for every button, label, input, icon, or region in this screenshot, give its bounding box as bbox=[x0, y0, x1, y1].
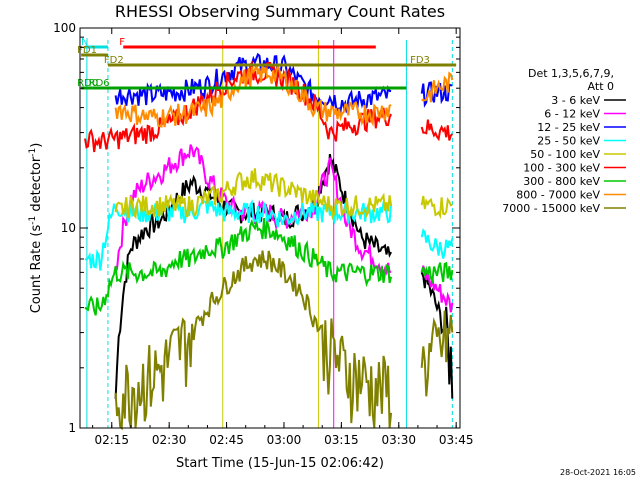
series-line-7 bbox=[421, 71, 454, 103]
x-axis: 02:15 02:30 02:45 03:00 03:15 03:30 03:45 bbox=[92, 28, 474, 447]
legend-title: Att 0 bbox=[588, 80, 614, 93]
flag-label: FD3 bbox=[410, 55, 430, 66]
x-tick-label: 03:15 bbox=[324, 433, 359, 447]
legend-entry-label: 6 - 12 keV bbox=[544, 108, 600, 121]
chart-title: RHESSI Observing Summary Count Rates bbox=[115, 2, 445, 21]
y-tick-label: 1 bbox=[68, 421, 76, 435]
x-tick-label: 02:30 bbox=[152, 433, 187, 447]
flag-label: RD0 bbox=[77, 78, 98, 89]
timestamp: 28-Oct-2021 16:05 bbox=[560, 468, 636, 477]
legend-entry-label: 25 - 50 keV bbox=[537, 135, 600, 148]
legend-entry-label: 800 - 7000 keV bbox=[516, 189, 600, 202]
series-line-4 bbox=[114, 168, 393, 221]
series-line-1 bbox=[420, 265, 454, 313]
series-line-7 bbox=[114, 62, 392, 128]
series-line-3 bbox=[420, 228, 454, 259]
series-line-4 bbox=[420, 195, 453, 220]
flag-label: N bbox=[81, 37, 88, 48]
series-line-5 bbox=[420, 119, 454, 142]
series-line-8 bbox=[420, 310, 454, 397]
series-line-2 bbox=[114, 52, 392, 114]
series-line-0 bbox=[114, 153, 392, 399]
legend-entry-label: 7000 - 15000 keV bbox=[502, 202, 600, 215]
x-tick-label: 02:45 bbox=[209, 433, 244, 447]
flag-label: RD6 bbox=[89, 78, 110, 89]
legend-entry-label: 3 - 6 keV bbox=[551, 94, 600, 107]
legend-entry-label: 100 - 300 keV bbox=[523, 162, 600, 175]
flag-label: FD2 bbox=[104, 55, 124, 66]
x-tick-label: 02:15 bbox=[94, 433, 129, 447]
y-axis: 1 10 100 bbox=[53, 21, 460, 435]
legend-title: Det 1,3,5,6,7,9, bbox=[528, 67, 614, 80]
series-line-6 bbox=[84, 217, 393, 316]
series-line-8 bbox=[114, 250, 393, 431]
y-axis-label: Count Rate (s-1 detector-1) bbox=[28, 143, 44, 314]
legend-entry-label: 300 - 800 keV bbox=[523, 175, 600, 188]
flag-label: FD1 bbox=[77, 45, 97, 56]
y-tick-label: 10 bbox=[61, 221, 76, 235]
series-line-6 bbox=[420, 261, 454, 285]
legend-entry-label: 12 - 25 keV bbox=[537, 121, 600, 134]
legend-entry-label: 50 - 100 keV bbox=[530, 148, 600, 161]
x-tick-label: 03:00 bbox=[267, 433, 302, 447]
x-tick-label: 03:45 bbox=[439, 433, 474, 447]
x-axis-label: Start Time (15-Jun-15 02:06:42) bbox=[176, 456, 384, 471]
y-tick-label: 100 bbox=[53, 21, 76, 35]
flag-label: F bbox=[119, 37, 125, 48]
series-line-5 bbox=[84, 60, 393, 153]
x-tick-label: 03:30 bbox=[381, 433, 416, 447]
